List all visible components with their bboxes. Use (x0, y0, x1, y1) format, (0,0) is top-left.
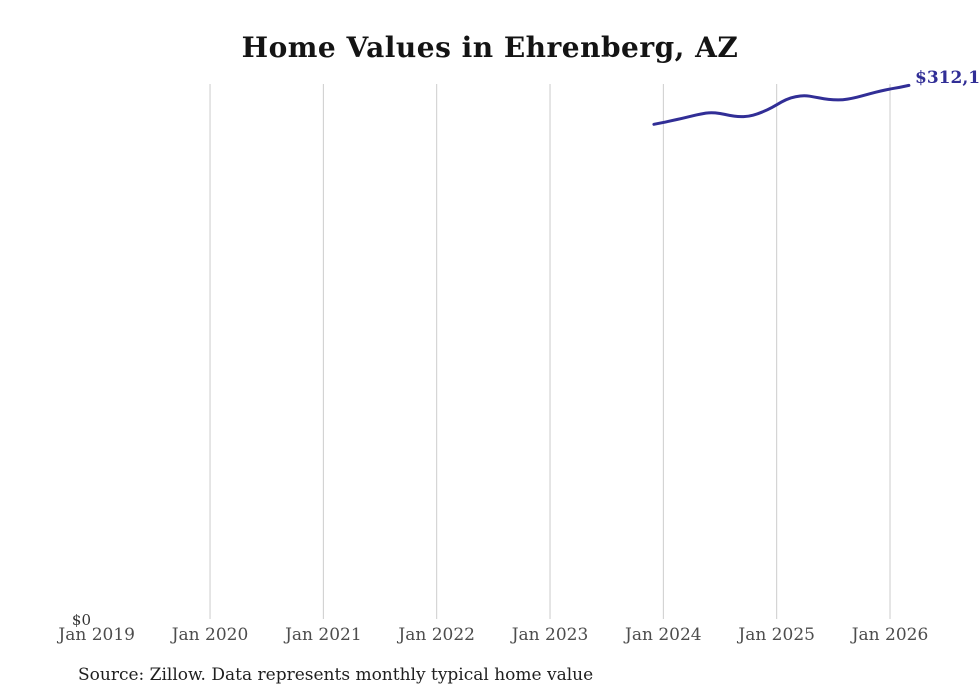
x-axis-label: Jan 2021 (285, 625, 362, 645)
x-axis-label: Jan 2025 (738, 625, 815, 645)
source-note: Source: Zillow. Data represents monthly … (78, 665, 594, 685)
gridline-group (209, 84, 891, 619)
x-axis-label: Jan 2023 (511, 625, 589, 645)
x-axis-label: Jan 2024 (625, 625, 702, 645)
x-axis-label: Jan 2019 (58, 625, 135, 645)
chart-title: Home Values in Ehrenberg, AZ (241, 31, 739, 64)
current-value-label: $312,166 (915, 68, 980, 88)
x-axis-label: Jan 2026 (851, 625, 929, 645)
x-axis-label: Jan 2020 (171, 625, 249, 645)
home-value-line (652, 83, 911, 126)
x-axis-label: Jan 2022 (398, 625, 475, 645)
y-axis-zero-label: $0 (71, 611, 91, 629)
